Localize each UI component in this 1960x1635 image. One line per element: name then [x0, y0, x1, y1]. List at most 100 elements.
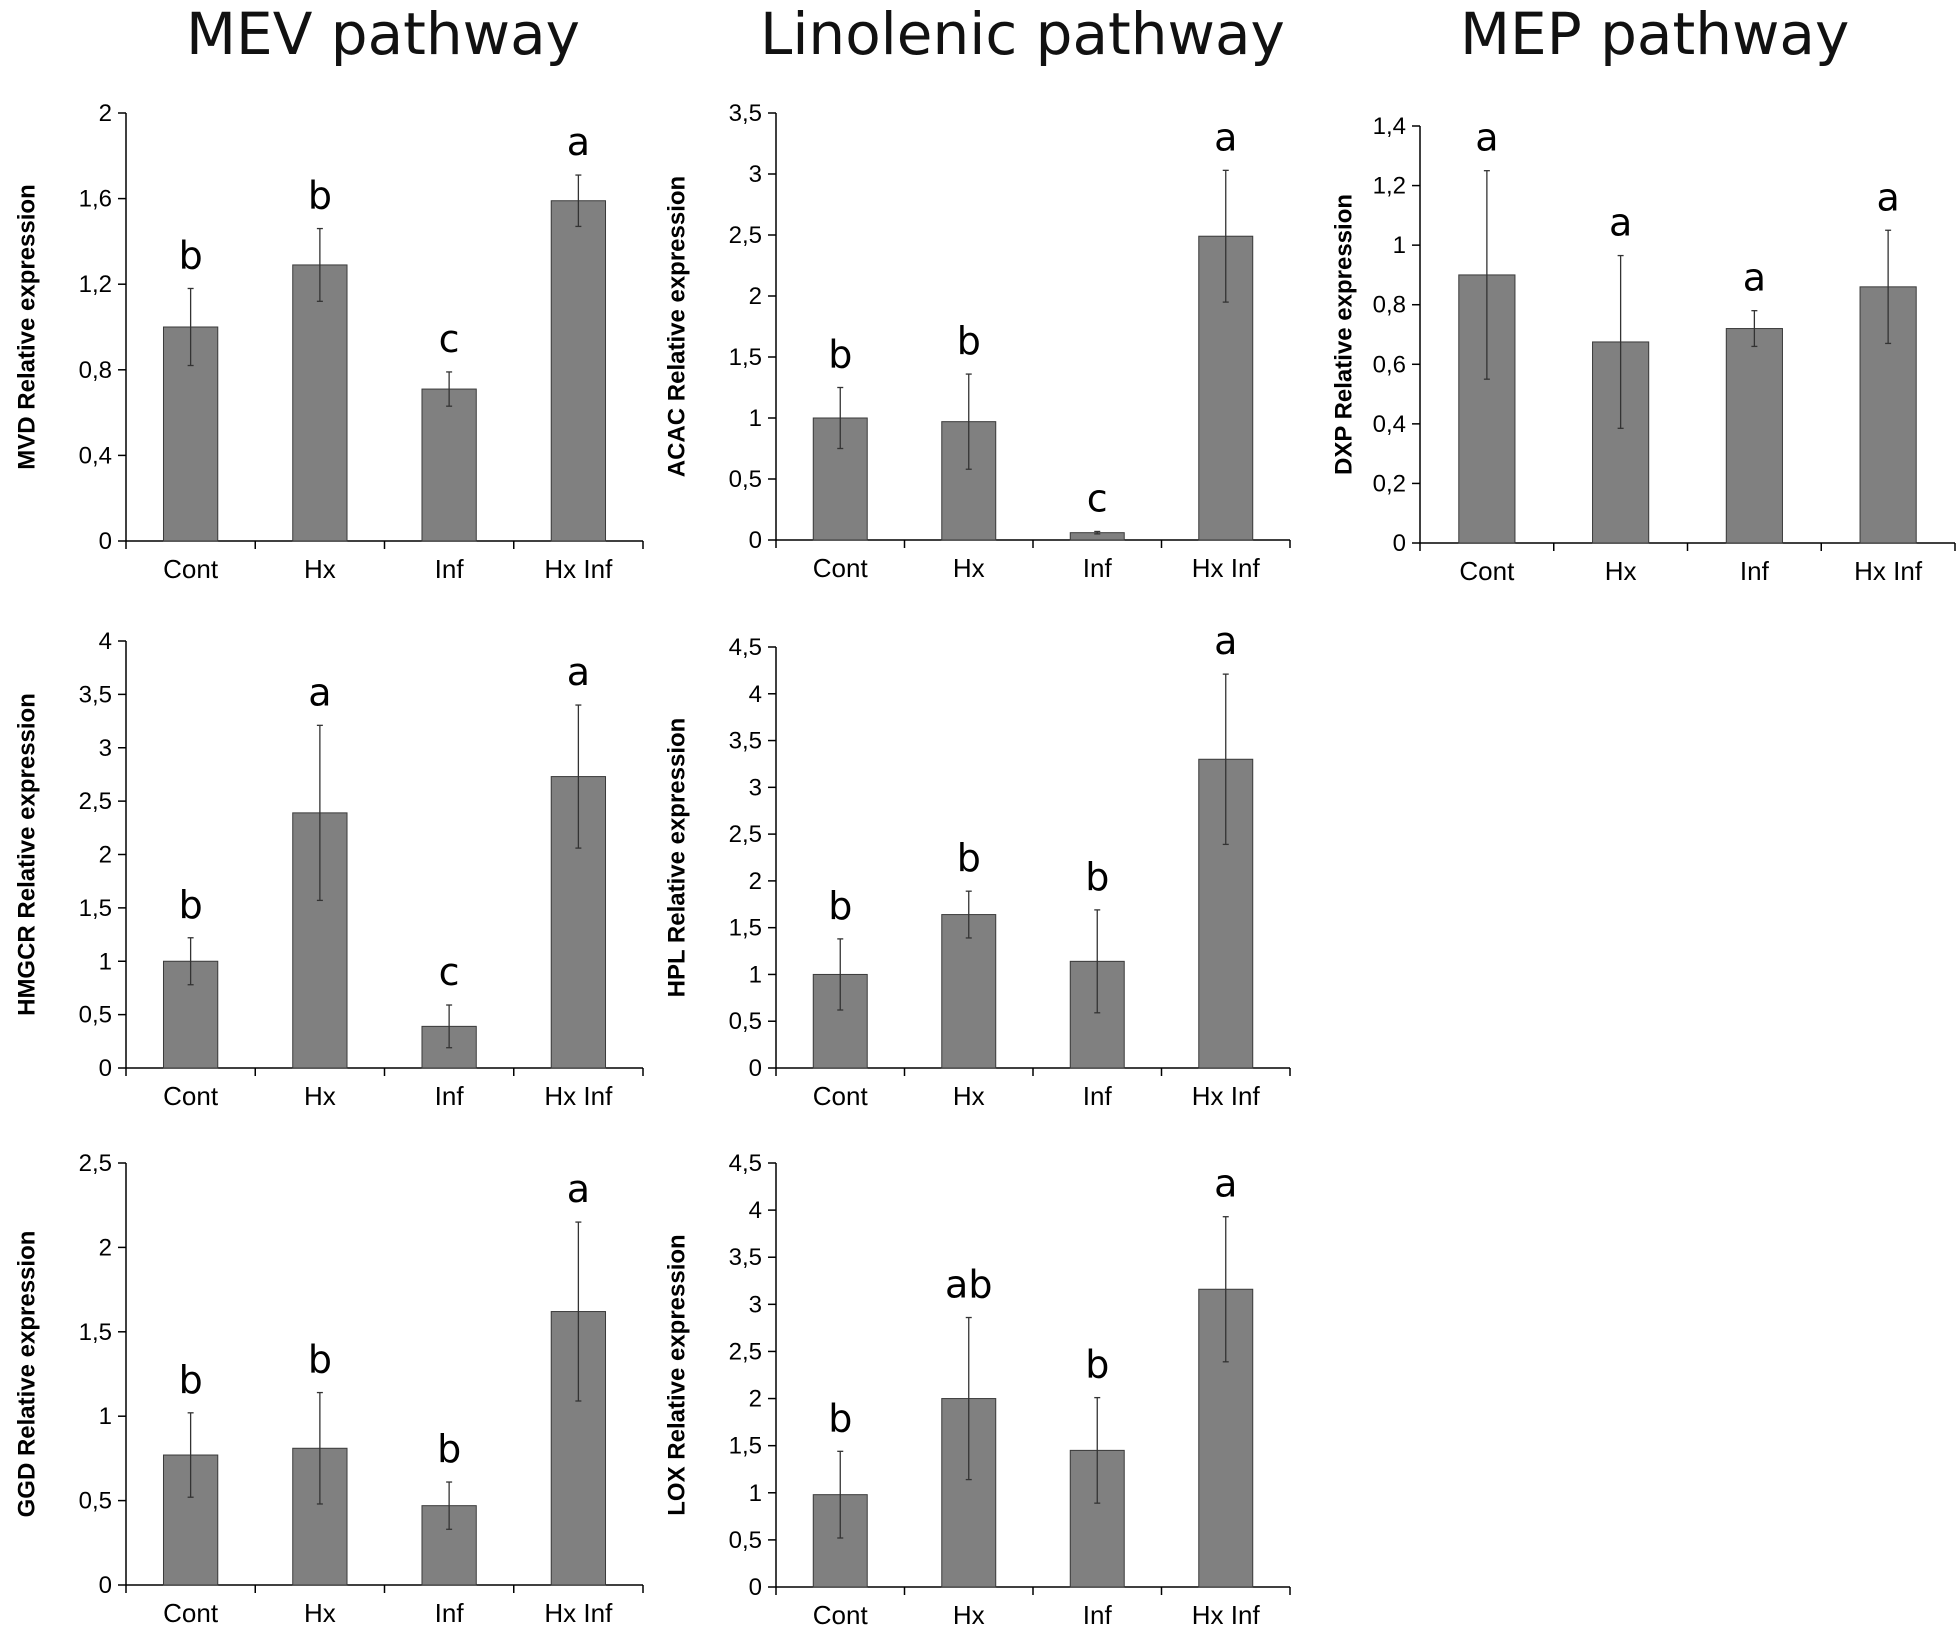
title-mep-pathway: MEP pathway [1460, 0, 1850, 68]
mvd-y-axis-label: MVD Relative expression [13, 184, 40, 469]
ggd-y-tick-label: 2 [99, 1234, 112, 1261]
lox-y-tick-label: 3,5 [729, 1244, 762, 1271]
mvd-y-tick-label: 1,6 [79, 186, 112, 213]
dxp-category-label: Inf [1740, 556, 1770, 586]
mvd-category-label: Inf [435, 554, 465, 584]
lox-y-tick-label: 3 [749, 1291, 762, 1318]
acac-y-axis-label: ACAC Relative expression [663, 176, 690, 477]
mvd-bar [421, 388, 477, 542]
dxp-chart: 0 0,2 0,4 0,6 0,8 1 1,2 1,4 a Cont a Hx a Inf a Hx Inf D… [1330, 113, 1956, 586]
dxp-y-tick-label: 0,4 [1373, 411, 1406, 438]
mvd-chart: 0 0,4 0,8 1,2 1,6 2 b Cont b Hx c Inf a Hx Inf MVD Rel… [13, 100, 644, 584]
ggd-category-label: Hx [304, 1598, 336, 1628]
lox-y-tick-label: 0,5 [729, 1527, 762, 1554]
dxp-y-tick-label: 0,2 [1373, 470, 1406, 497]
lox-category-label: Hx [953, 1600, 985, 1630]
title-linolenic-pathway: Linolenic pathway [760, 0, 1285, 68]
acac-y-tick-label: 3 [749, 161, 762, 188]
lox-y-tick-label: 0 [749, 1574, 762, 1601]
acac-category-label: Inf [1083, 553, 1113, 583]
lox-y-tick-label: 2,5 [729, 1338, 762, 1365]
hpl-significance-letter: b [1085, 855, 1109, 899]
dxp-y-axis-label: DXP Relative expression [1330, 194, 1357, 475]
hpl-category-label: Hx [953, 1081, 985, 1111]
lox-y-tick-label: 4,5 [729, 1150, 762, 1177]
ggd-y-tick-label: 0,5 [79, 1488, 112, 1515]
hmgcr-category-label: Hx [304, 1081, 336, 1111]
ggd-significance-letter: b [308, 1338, 332, 1382]
dxp-significance-letter: a [1609, 201, 1632, 245]
ggd-category-label: Cont [163, 1598, 219, 1628]
ggd-significance-letter: b [437, 1427, 461, 1471]
mvd-significance-letter: b [308, 174, 332, 218]
lox-y-tick-label: 2 [749, 1386, 762, 1413]
hmgcr-y-tick-label: 0,5 [79, 1002, 112, 1029]
mvd-significance-letter: c [439, 317, 460, 361]
acac-category-label: Hx Inf [1192, 553, 1261, 583]
hpl-y-tick-label: 2,5 [729, 821, 762, 848]
hmgcr-y-tick-label: 1 [99, 948, 112, 975]
dxp-y-tick-label: 1 [1393, 232, 1406, 259]
mvd-significance-letter: b [179, 233, 203, 277]
hmgcr-y-tick-label: 0 [99, 1055, 112, 1082]
dxp-significance-letter: a [1876, 175, 1899, 219]
mvd-category-label: Cont [163, 554, 219, 584]
hmgcr-y-tick-label: 2 [99, 842, 112, 869]
hmgcr-chart: 0 0,5 1 1,5 2 2,5 3 3,5 4 b Cont a Hx c Inf a Hx Inf HMGC… [13, 628, 644, 1111]
hpl-y-tick-label: 3,5 [729, 728, 762, 755]
hpl-y-tick-label: 0 [749, 1055, 762, 1082]
acac-chart: 0 0,5 1 1,5 2 2,5 3 3,5 b Cont b Hx c Inf a Hx Inf ACAC … [663, 100, 1291, 583]
dxp-bar [1725, 328, 1783, 544]
dxp-significance-letter: a [1475, 116, 1498, 160]
hmgcr-significance-letter: c [439, 950, 460, 994]
dxp-category-label: Hx [1605, 556, 1637, 586]
lox-category-label: Inf [1083, 1600, 1113, 1630]
ggd-y-tick-label: 2,5 [79, 1150, 112, 1177]
ggd-significance-letter: b [179, 1358, 203, 1402]
hmgcr-y-axis-label: HMGCR Relative expression [13, 693, 40, 1016]
hpl-significance-letter: b [828, 884, 852, 928]
hpl-y-axis-label: HPL Relative expression [663, 718, 690, 998]
lox-y-tick-label: 4 [749, 1197, 762, 1224]
lox-category-label: Hx Inf [1192, 1600, 1261, 1630]
acac-significance-letter: c [1087, 476, 1108, 520]
hpl-y-tick-label: 1 [749, 961, 762, 988]
hmgcr-category-label: Inf [435, 1081, 465, 1111]
hpl-chart: 0 0,5 1 1,5 2 2,5 3 3,5 4 4,5 b Cont b Hx b Inf a Hx Inf H… [663, 619, 1291, 1111]
hmgcr-y-tick-label: 4 [99, 628, 112, 655]
ggd-category-label: Inf [435, 1598, 465, 1628]
acac-y-tick-label: 0,5 [729, 466, 762, 493]
acac-significance-letter: a [1214, 115, 1237, 159]
ggd-category-label: Hx Inf [544, 1598, 613, 1628]
hpl-y-tick-label: 4,5 [729, 634, 762, 661]
ggd-significance-letter: a [567, 1167, 590, 1211]
dxp-y-tick-label: 0 [1393, 530, 1406, 557]
acac-category-label: Hx [953, 553, 985, 583]
lox-significance-letter: ab [945, 1263, 992, 1307]
acac-category-label: Cont [813, 553, 869, 583]
ggd-y-tick-label: 1,5 [79, 1319, 112, 1346]
acac-significance-letter: b [828, 333, 852, 377]
hpl-y-tick-label: 3 [749, 774, 762, 801]
hpl-category-label: Cont [813, 1081, 869, 1111]
ggd-chart: 0 0,5 1 1,5 2 2,5 b Cont b Hx b Inf a Hx Inf GGD Relat… [13, 1150, 644, 1628]
lox-chart: 0 0,5 1 1,5 2 2,5 3 3,5 4 4,5 b Cont ab Hx b Inf a Hx Inf… [663, 1150, 1291, 1630]
lox-y-tick-label: 1,5 [729, 1433, 762, 1460]
dxp-y-tick-label: 1,2 [1373, 173, 1406, 200]
ggd-y-tick-label: 1 [99, 1403, 112, 1430]
dxp-y-tick-label: 1,4 [1373, 113, 1406, 140]
acac-y-tick-label: 0 [749, 527, 762, 554]
mvd-category-label: Hx Inf [544, 554, 613, 584]
lox-category-label: Cont [813, 1600, 869, 1630]
mvd-y-tick-label: 2 [99, 100, 112, 127]
hpl-y-tick-label: 4 [749, 681, 762, 708]
lox-y-tick-label: 1 [749, 1480, 762, 1507]
acac-y-tick-label: 2,5 [729, 222, 762, 249]
hpl-y-tick-label: 2 [749, 868, 762, 895]
hpl-bar [941, 914, 997, 1069]
mvd-bar [550, 200, 607, 542]
hmgcr-bar [550, 776, 607, 1069]
hmgcr-significance-letter: a [567, 650, 590, 694]
hpl-category-label: Hx Inf [1192, 1081, 1261, 1111]
hpl-y-tick-label: 1,5 [729, 915, 762, 942]
